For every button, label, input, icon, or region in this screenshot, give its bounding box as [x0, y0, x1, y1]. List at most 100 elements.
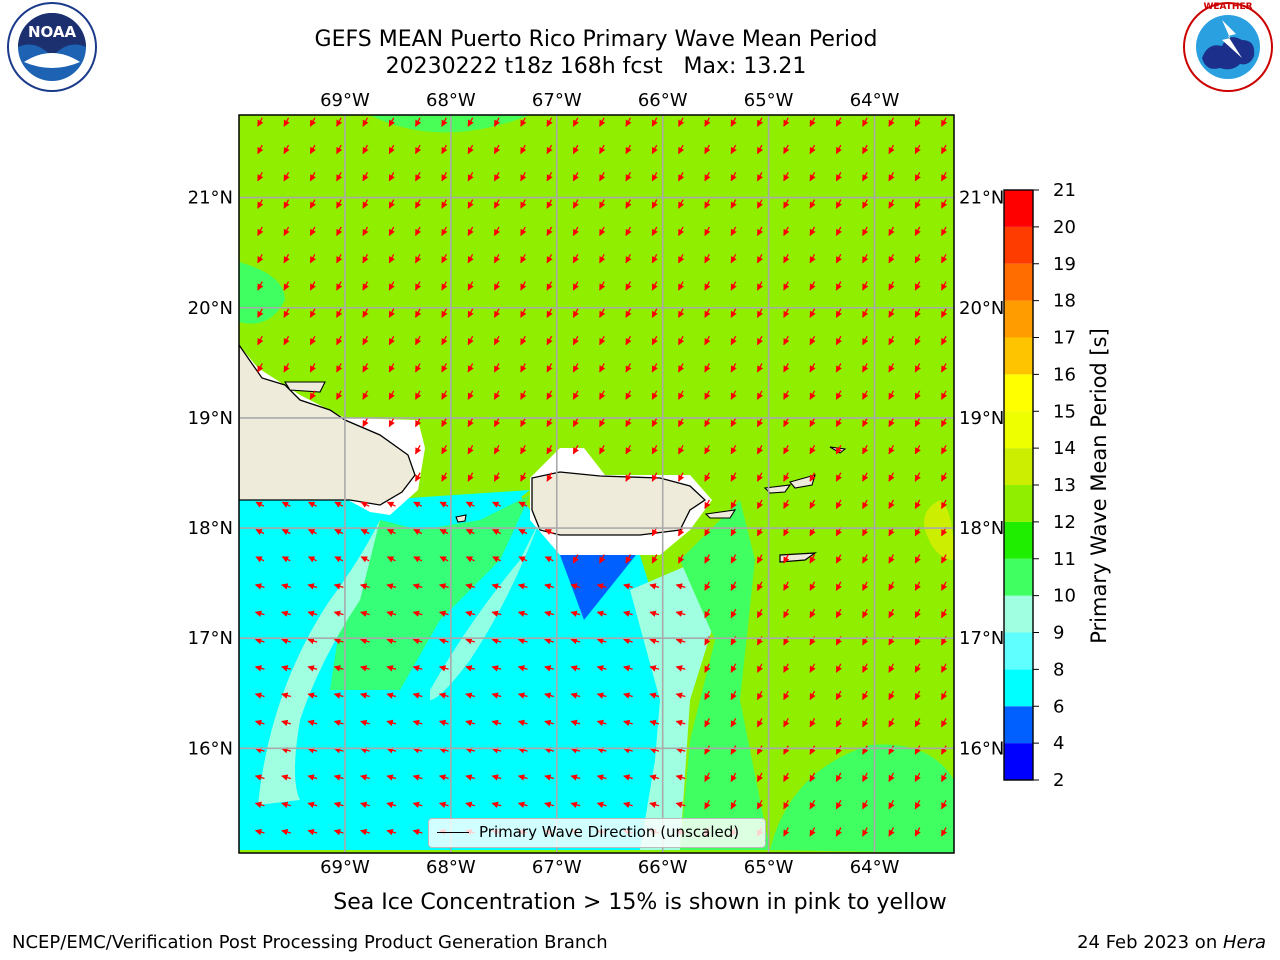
- wave-arrow: [599, 199, 606, 209]
- wave-arrow: [493, 472, 501, 482]
- wave-arrow: [730, 745, 737, 755]
- wave-arrow: [388, 335, 395, 346]
- wave-arrow: [388, 226, 395, 237]
- wave-arrow: [835, 117, 842, 127]
- wave-arrow: [835, 335, 842, 346]
- wave-arrow: [809, 390, 816, 400]
- wave-arrow: [730, 390, 737, 400]
- wave-arrow: [520, 472, 527, 482]
- wave-arrow: [940, 690, 948, 701]
- wave-arrow: [309, 363, 316, 373]
- wave-arrow: [520, 308, 527, 318]
- wave-arrow: [862, 827, 869, 837]
- wave-arrow: [599, 390, 606, 400]
- wave-arrow: [940, 718, 948, 728]
- wave-arrow: [333, 801, 344, 808]
- wave-arrow: [334, 556, 344, 563]
- wave-arrow: [862, 663, 869, 673]
- wave-arrow: [623, 719, 633, 727]
- wave-arrow: [546, 226, 553, 237]
- wave-arrow: [835, 499, 842, 510]
- wave-arrow: [599, 253, 606, 264]
- wave-arrow: [649, 610, 660, 617]
- wave-arrow: [441, 226, 448, 237]
- wave-arrow: [625, 445, 632, 455]
- wave-arrow: [862, 745, 869, 755]
- lon-ticks-bottom: 69°W 68°W 67°W 66°W 65°W 64°W: [320, 857, 900, 878]
- wave-arrow: [862, 144, 869, 155]
- wave-arrow: [914, 281, 921, 291]
- lat-ticks-left: 21°N 20°N 19°N 18°N 17°N 16°N: [188, 188, 233, 760]
- wave-arrow: [599, 445, 606, 455]
- wave-arrow: [783, 445, 790, 455]
- wave-arrow: [546, 335, 553, 346]
- wave-arrow: [809, 690, 816, 701]
- wave-arrow: [546, 390, 553, 400]
- wave-arrow: [756, 499, 764, 510]
- wave-arrow: [362, 335, 369, 346]
- nws-logo: WEATHER: [1183, 2, 1273, 92]
- wave-arrow: [914, 253, 921, 264]
- colorbar-segment: [1004, 632, 1033, 670]
- wave-arrow: [281, 556, 291, 563]
- wave-arrow: [570, 774, 581, 781]
- wave-arrow: [308, 501, 317, 508]
- wave-arrow: [596, 665, 607, 672]
- wave-arrow: [783, 581, 790, 591]
- wave-arrow: [546, 417, 553, 428]
- wave-arrow: [360, 583, 370, 590]
- wave-arrow: [599, 554, 606, 564]
- wave-arrow: [675, 583, 686, 590]
- wave-arrow: [572, 253, 579, 264]
- wave-arrow: [441, 253, 448, 264]
- wave-arrow: [940, 772, 948, 783]
- wave-arrow: [862, 445, 869, 455]
- wave-arrow: [888, 581, 895, 591]
- wave-arrow: [730, 499, 737, 510]
- wave-arrow: [756, 417, 764, 428]
- wave-arrow: [307, 610, 318, 617]
- wave-arrow: [333, 828, 344, 836]
- wave-arrow: [599, 172, 606, 182]
- wave-arrow: [625, 363, 632, 373]
- chart-title: GEFS MEAN Puerto Rico Primary Wave Mean …: [314, 27, 878, 52]
- wave-arrow: [756, 799, 764, 810]
- wave-arrow: [281, 719, 291, 727]
- wave-arrow: [940, 144, 948, 155]
- wave-arrow: [940, 581, 948, 591]
- wave-arrow: [756, 117, 764, 127]
- wave-arrow: [730, 117, 737, 127]
- wave-arrow: [465, 528, 475, 536]
- wave-arrow: [940, 363, 948, 373]
- wave-arrow: [441, 417, 448, 428]
- colorbar-tick-label: 19: [1053, 254, 1076, 275]
- lat-tick-left-label: 17°N: [188, 628, 233, 649]
- wave-arrow: [914, 718, 921, 728]
- lon-tick-bottom-label: 68°W: [426, 857, 476, 878]
- wave-arrow: [336, 281, 343, 291]
- wave-arrow: [517, 774, 528, 781]
- wave-arrow: [596, 719, 607, 727]
- wave-arrow: [651, 281, 658, 291]
- wave-arrow: [492, 501, 501, 508]
- wave-arrow: [835, 772, 842, 783]
- wave-arrow: [625, 417, 632, 428]
- wave-arrow: [307, 774, 318, 781]
- wave-arrow: [677, 226, 685, 237]
- wave-arrow: [651, 226, 658, 237]
- wave-arrow: [809, 608, 816, 619]
- lat-tick-right-label: 17°N: [959, 628, 1004, 649]
- wave-arrow: [623, 583, 633, 590]
- lat-tick-right-label: 19°N: [959, 408, 1004, 429]
- wave-arrow: [730, 608, 737, 619]
- wave-arrow: [520, 281, 527, 291]
- wave-arrow: [572, 226, 579, 237]
- wave-arrow: [362, 417, 369, 428]
- wave-arrow: [888, 499, 895, 510]
- wave-arrow: [783, 199, 790, 209]
- wave-arrow: [465, 692, 476, 699]
- wave-arrow: [783, 308, 790, 318]
- wave-arrow: [914, 172, 921, 182]
- wave-arrow: [888, 608, 895, 619]
- wave-arrow: [914, 499, 921, 510]
